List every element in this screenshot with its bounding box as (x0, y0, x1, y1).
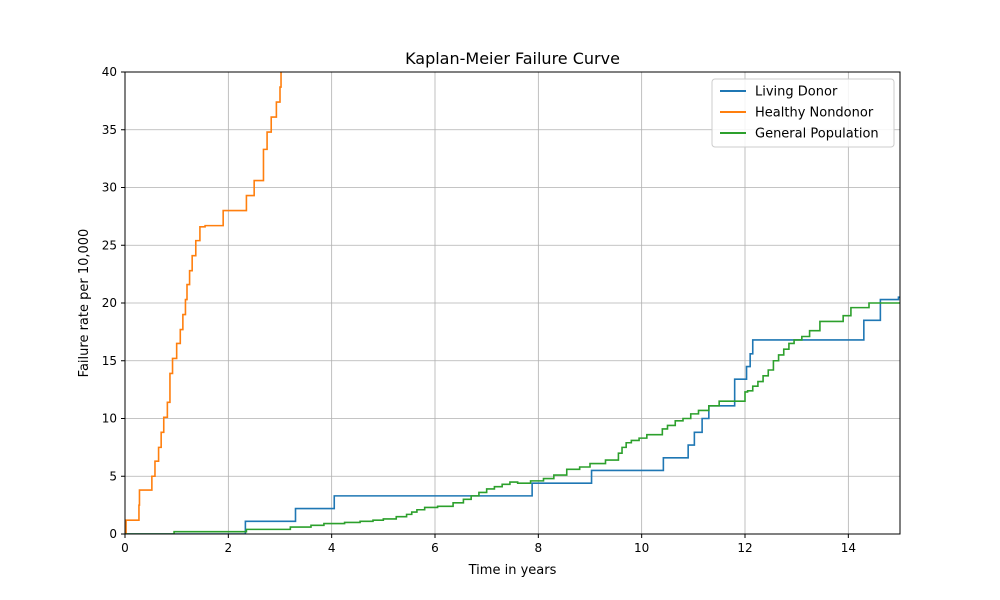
x-tick-label: 12 (737, 541, 752, 555)
x-tick-label: 2 (225, 541, 233, 555)
x-axis-label: Time in years (468, 563, 557, 578)
y-tick-label: 40 (102, 65, 117, 79)
legend-label-healthy-nondonor: Healthy Nondonor (755, 106, 874, 121)
legend-box (711, 78, 895, 148)
x-tick-label: 0 (121, 541, 129, 555)
x-tick-label: 14 (841, 541, 856, 555)
y-tick-label: 10 (102, 412, 117, 426)
x-tick-label: 6 (431, 541, 439, 555)
y-axis-label: Failure rate per 10,000 (77, 229, 92, 378)
series-layer (125, 72, 900, 534)
y-tick-label: 25 (102, 238, 117, 252)
y-tick-label: 35 (102, 123, 117, 137)
ticks: 0 2 4 6 8 10 12 14 0 5 10 15 20 25 30 35 40 (102, 65, 856, 555)
chart-title: Kaplan-Meier Failure Curve (405, 49, 620, 68)
legend-label-general-population: General Population (755, 127, 879, 142)
x-tick-label: 10 (634, 541, 649, 555)
x-tick-label: 8 (535, 541, 543, 555)
x-tick-label: 4 (328, 541, 336, 555)
y-tick-label: 20 (102, 296, 117, 310)
series-line-healthy-nondonor (125, 72, 282, 534)
series-line-general-population (125, 302, 900, 534)
legend-label-living-donor: Living Donor (755, 85, 838, 100)
y-tick-label: 0 (109, 527, 117, 541)
y-tick-label: 30 (102, 181, 117, 195)
legend: Living Donor Healthy Nondonor General Popu… (711, 78, 895, 148)
y-tick-label: 15 (102, 354, 117, 368)
y-tick-label: 5 (109, 469, 117, 483)
series-line-living-donor (125, 296, 900, 534)
